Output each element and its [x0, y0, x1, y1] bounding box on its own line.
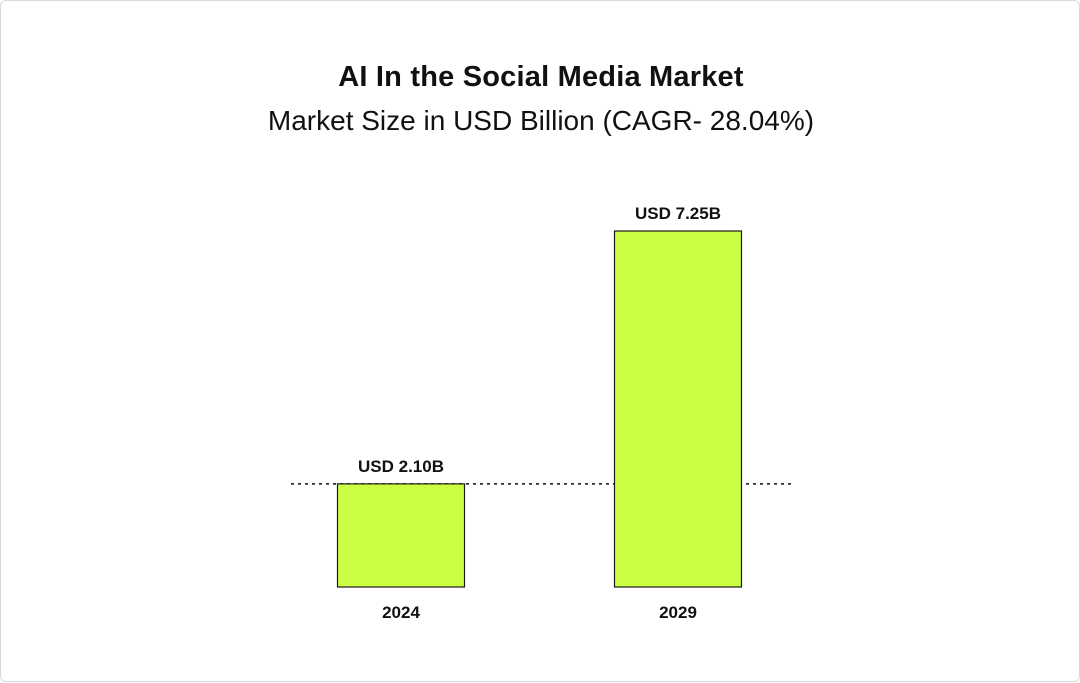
x-tick-label-2029: 2029 — [659, 603, 697, 622]
chart-subtitle: Market Size in USD Billion (CAGR- 28.04%… — [267, 105, 815, 136]
data-label-2024: USD 2.10B — [358, 457, 444, 476]
chart-title: AI In the Social Media Market — [338, 61, 744, 93]
x-tick-label-2024: 2024 — [382, 603, 420, 622]
data-label-2029: USD 7.25B — [635, 204, 721, 223]
bar-2024 — [336, 483, 466, 588]
bar-2029 — [613, 230, 743, 588]
